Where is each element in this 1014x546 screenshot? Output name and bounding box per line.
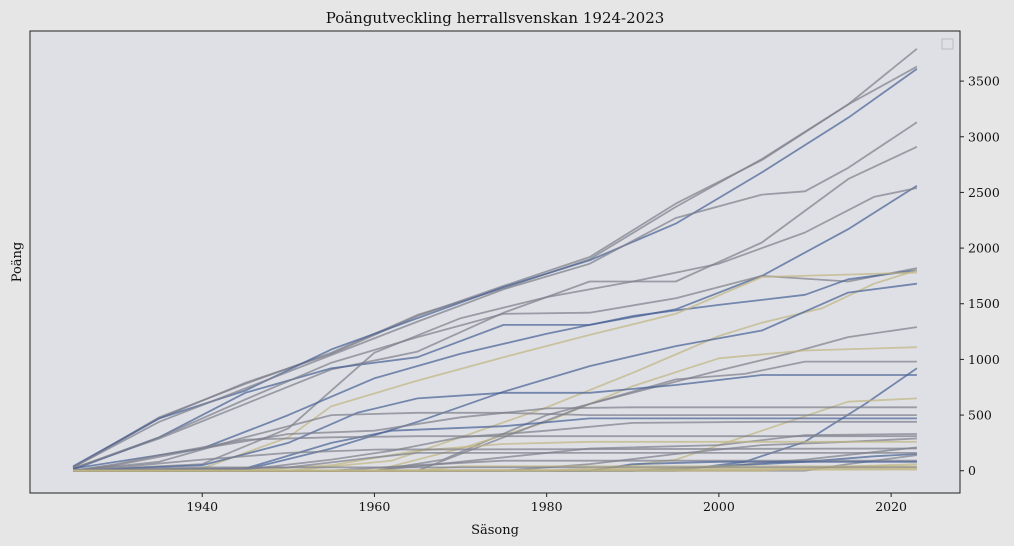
x-tick-label-2000: 2000 <box>703 499 735 514</box>
series-line-22 <box>73 420 917 472</box>
y-axis-label: Poäng <box>10 242 25 283</box>
x-tick-label-1960: 1960 <box>359 499 391 514</box>
series-line-7 <box>73 187 918 472</box>
series-line-23 <box>72 435 917 472</box>
x-tick-label-1980: 1980 <box>531 499 563 514</box>
y-tick-label-3000: 3000 <box>968 129 1000 144</box>
y-tick-label-1500: 1500 <box>968 296 1000 311</box>
series-line-19 <box>72 406 917 472</box>
series-line-4 <box>72 121 918 469</box>
y-axis: 0 500 1000 1500 2000 2500 3000 3500 <box>960 74 1000 478</box>
y-tick-label-1000: 1000 <box>968 352 1000 367</box>
x-axis-label: Säsong <box>471 523 519 538</box>
x-axis: 1940 1960 1980 2000 2020 <box>186 493 907 514</box>
series-line-9 <box>72 269 918 470</box>
chart-title: Poängutveckling herrallsvenskan 1924-202… <box>326 9 665 27</box>
x-tick-label-1940: 1940 <box>186 499 218 514</box>
plot-area <box>29 30 961 494</box>
series-line-38 <box>73 468 917 472</box>
series-line-11 <box>73 271 917 472</box>
series-layer <box>72 48 918 472</box>
y-tick-label-500: 500 <box>968 408 992 423</box>
series-line-27 <box>73 447 917 472</box>
y-tick-label-2000: 2000 <box>968 241 1000 256</box>
series-line-10 <box>73 269 918 472</box>
series-line-36 <box>73 466 917 472</box>
x-tick-label-2020: 2020 <box>875 499 907 514</box>
y-tick-label-2500: 2500 <box>968 185 1000 200</box>
series-line-30 <box>73 451 917 472</box>
y-tick-label-0: 0 <box>968 463 976 478</box>
series-line-5 <box>72 145 918 470</box>
series-line-6 <box>72 184 918 471</box>
series-line-8 <box>72 267 918 470</box>
series-line-20 <box>73 411 917 472</box>
series-line-16 <box>73 374 917 472</box>
series-line-2 <box>72 65 918 469</box>
series-line-12 <box>73 282 918 472</box>
legend-box <box>941 38 954 50</box>
y-tick-label-3500: 3500 <box>968 74 1000 89</box>
